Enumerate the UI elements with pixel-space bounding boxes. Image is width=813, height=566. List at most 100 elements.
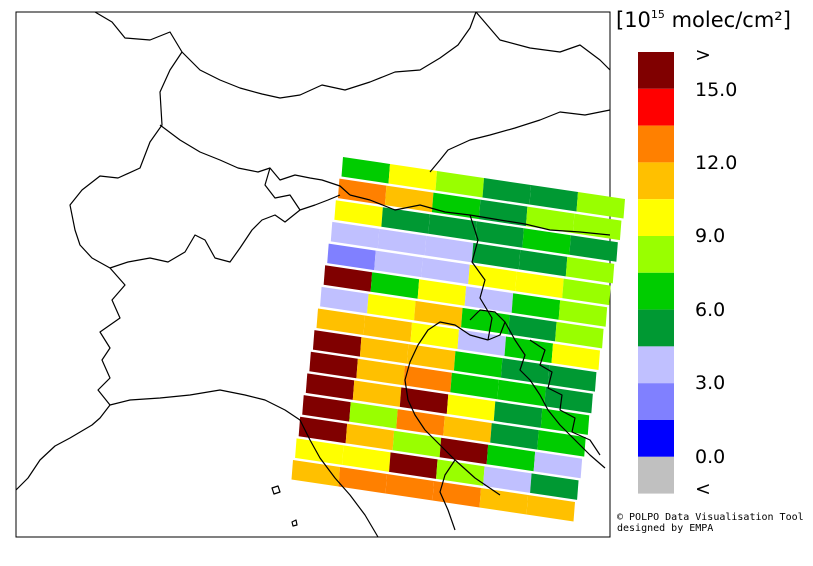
swath-cell — [562, 278, 611, 306]
swath-cell — [428, 214, 477, 241]
legend-swatch — [638, 346, 674, 384]
swath-cell — [450, 372, 499, 400]
legend-unit-title: [1015 molec/cm²] — [616, 8, 791, 32]
swath-cell — [443, 416, 492, 443]
legend-label-below: < — [695, 478, 711, 500]
swath-cell — [431, 192, 481, 220]
legend-swatch — [638, 162, 674, 200]
swath-cell — [352, 380, 402, 407]
legend-label-9: 9.0 — [695, 225, 726, 247]
swath-cell — [508, 314, 557, 342]
swath-cell — [385, 474, 434, 501]
border-czech — [475, 11, 611, 71]
border-france-east — [15, 11, 183, 491]
swath-cell — [367, 293, 416, 321]
swath-cell — [540, 408, 590, 435]
swath-cell — [518, 249, 568, 277]
swath-cell — [356, 358, 405, 386]
swath-cell — [370, 272, 420, 299]
swath-cell — [363, 315, 412, 342]
coast-istria — [504, 321, 606, 469]
swath-cell — [381, 207, 430, 234]
swath-cell — [511, 293, 561, 320]
legend-swatch — [638, 52, 674, 89]
swath-cell — [435, 171, 484, 198]
coast-croatia-islands — [529, 339, 601, 456]
legend-swatch — [638, 456, 674, 494]
swath-cell — [565, 256, 615, 284]
legend-swatch — [638, 199, 674, 236]
legend-label-15: 15.0 — [695, 79, 738, 101]
credit-line-1: © POLPO Data Visualisation Tool — [617, 512, 804, 523]
legend-swatch — [638, 420, 674, 457]
swath-cell — [526, 495, 575, 522]
swath-cell — [464, 286, 514, 313]
swath-cell — [417, 279, 467, 306]
swath-cell — [406, 344, 456, 371]
swath-cell — [490, 423, 539, 450]
swath-cell — [544, 386, 593, 414]
border-austria-east — [429, 109, 611, 173]
swath-cell — [403, 365, 452, 393]
swath-cell — [478, 199, 528, 227]
swath-cell — [342, 445, 391, 472]
legend-label-3: 3.0 — [695, 372, 726, 394]
swath-cell — [576, 192, 625, 219]
legend-swatch — [638, 309, 674, 347]
swath-cell — [479, 488, 528, 515]
swath-cell — [392, 430, 442, 458]
border-switzerland-south — [109, 194, 341, 269]
swath-cell — [345, 423, 395, 451]
swath-cell — [493, 401, 543, 428]
swath-cell — [349, 402, 398, 429]
legend-label-6: 6.0 — [695, 299, 726, 321]
swath-cell — [457, 329, 506, 356]
swath-cell — [468, 264, 517, 292]
credit-line-2: designed by EMPA — [617, 523, 714, 534]
swath-cell — [309, 351, 358, 379]
swath-cell — [323, 265, 373, 292]
swath-cell — [316, 308, 365, 335]
swath-cell — [529, 185, 578, 212]
legend-swatch — [638, 383, 674, 420]
swath-cell — [483, 466, 532, 493]
swath-cell — [305, 373, 355, 400]
swath-cell — [475, 221, 524, 248]
border-sanmarino — [439, 459, 456, 531]
swath-cell — [312, 330, 362, 357]
swath-cell — [533, 451, 583, 479]
swath-cell — [453, 351, 503, 378]
legend-swatch — [638, 272, 674, 310]
swath-cell — [500, 358, 550, 385]
swath-cell — [298, 416, 348, 444]
swath-cell — [558, 300, 608, 327]
swath-cell — [320, 286, 369, 314]
satellite-swath — [291, 157, 625, 522]
coast-adriatic — [404, 321, 501, 496]
swath-cell — [572, 213, 622, 241]
swath-cell — [337, 178, 387, 206]
swath-cell — [482, 178, 531, 205]
coast-venice — [469, 309, 506, 341]
swath-cell — [515, 271, 564, 299]
swath-cell — [522, 228, 571, 255]
swath-cell — [432, 481, 481, 508]
legend-swatch — [638, 236, 674, 273]
swath-cell — [530, 473, 579, 500]
legend-swatch — [638, 125, 674, 163]
coast-tyrrhenian — [299, 419, 379, 538]
swath-cell — [414, 300, 463, 328]
legend-label-0: 0.0 — [695, 446, 726, 468]
swath-cell — [291, 460, 340, 487]
island-small — [291, 519, 298, 527]
swath-cell — [302, 395, 351, 422]
swath-cell — [377, 228, 427, 256]
border-slovenia — [469, 214, 493, 341]
swath-cell — [338, 467, 387, 494]
coast-liguria — [109, 389, 301, 421]
legend-label-12: 12.0 — [695, 152, 738, 174]
swath-cell — [436, 459, 485, 486]
swath-cell — [327, 243, 376, 271]
swath-cell — [330, 221, 380, 249]
